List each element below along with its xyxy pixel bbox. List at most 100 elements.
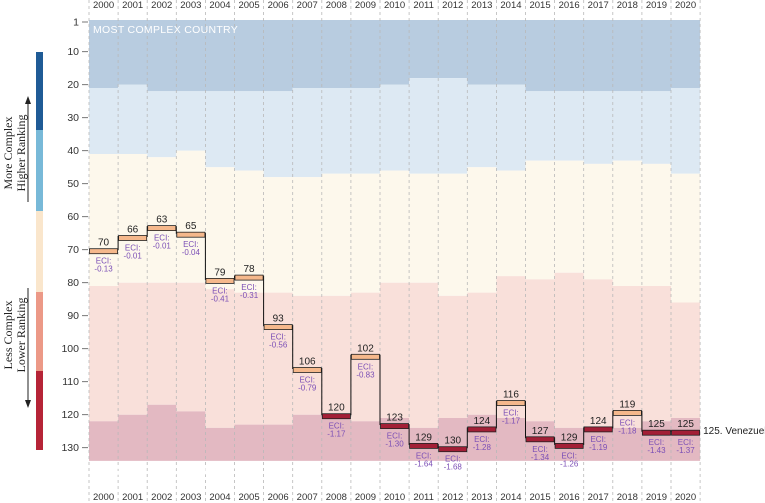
eci-value-label: -1.28 — [473, 443, 492, 452]
rank-value-label: 63 — [156, 215, 168, 226]
eci-prefix-label: ECI: — [416, 451, 432, 460]
rank-marker — [147, 225, 177, 232]
rank-marker — [292, 367, 322, 373]
x-tick-label-top: 2009 — [355, 0, 376, 11]
rank-marker — [583, 426, 613, 433]
x-tick-label-top: 2019 — [646, 0, 667, 11]
eci-value-label: -1.19 — [589, 443, 608, 452]
x-tick-label-bottom: 2005 — [238, 492, 259, 503]
rank-marker — [438, 446, 468, 453]
x-tick-label-bottom: 2020 — [675, 492, 696, 503]
x-tick-label-top: 2016 — [559, 0, 580, 11]
y-tick-label: 20 — [67, 79, 79, 91]
eci-value-label: -0.13 — [94, 265, 113, 274]
rank-marker — [263, 324, 293, 331]
x-tick-label-bottom: 2000 — [93, 492, 114, 503]
y-tick-label: 1 — [73, 17, 79, 29]
band-middle — [89, 150, 701, 303]
rank-value-label: 78 — [243, 264, 255, 275]
x-tick-label-top: 2020 — [675, 0, 696, 11]
most-complex-label: MOST COMPLEX COUNTRY — [93, 24, 238, 36]
x-tick-label-top: 2018 — [617, 0, 638, 11]
rank-marker — [205, 277, 235, 284]
eci-value-label: -0.83 — [356, 370, 375, 379]
x-tick-label-top: 2011 — [413, 0, 433, 11]
side-scale-segment — [36, 211, 43, 292]
rank-marker — [321, 413, 351, 420]
eci-prefix-label: ECI: — [532, 445, 548, 454]
eci-value-label: -0.41 — [211, 294, 230, 303]
x-tick-label-bottom: 2015 — [529, 492, 550, 503]
rank-marker — [380, 423, 410, 430]
eci-prefix-label: ECI: — [96, 257, 112, 266]
rank-value-label: 120 — [328, 403, 345, 414]
rank-value-label: 65 — [185, 221, 197, 232]
x-tick-label-bottom: 2013 — [471, 492, 492, 503]
x-tick-label-bottom: 2014 — [500, 492, 521, 503]
side-scale-segment — [36, 52, 43, 130]
rank-marker — [89, 248, 119, 255]
eci-value-label: -1.64 — [415, 459, 434, 468]
x-tick-label-top: 2002 — [151, 0, 172, 11]
eci-value-label: -0.01 — [124, 252, 143, 261]
rank-value-label: 66 — [127, 225, 139, 236]
eci-prefix-label: ECI: — [387, 432, 403, 441]
x-tick-label-bottom: 2004 — [209, 492, 230, 503]
x-tick-label-bottom: 2009 — [355, 492, 376, 503]
x-tick-label-top: 2008 — [326, 0, 347, 11]
eci-value-label: -1.37 — [676, 446, 695, 455]
x-tick-label-top: 2005 — [238, 0, 259, 11]
lower-ranking-label: Lower Ranking — [14, 298, 28, 373]
eci-value-label: -1.26 — [560, 459, 579, 468]
rank-value-label: 129 — [561, 432, 578, 443]
eci-value-label: -1.43 — [647, 446, 666, 455]
eci-prefix-label: ECI: — [620, 418, 636, 427]
rank-marker — [467, 426, 497, 433]
rank-value-label: 130 — [444, 436, 461, 447]
rank-marker — [409, 442, 439, 449]
rank-value-label: 70 — [98, 238, 110, 249]
band-high — [89, 78, 701, 178]
eci-prefix-label: ECI: — [212, 286, 228, 295]
side-labels: More Complex Higher Ranking Less Complex… — [1, 115, 28, 373]
side-arrow-down-head — [25, 400, 31, 408]
eci-prefix-label: ECI: — [270, 333, 286, 342]
rank-value-label: 79 — [214, 267, 226, 278]
x-tick-label-bottom: 2018 — [617, 492, 638, 503]
more-complex-label: More Complex — [1, 117, 15, 190]
eci-value-label: -1.17 — [327, 430, 346, 439]
x-tick-label-top: 2001 — [122, 0, 143, 11]
band-low — [89, 272, 701, 428]
side-scale-segment — [36, 292, 43, 371]
eci-prefix-label: ECI: — [154, 234, 170, 243]
eci-prefix-label: ECI: — [299, 376, 315, 385]
eci-value-label: -0.79 — [298, 384, 317, 393]
x-tick-label-top: 2014 — [500, 0, 521, 11]
x-tick-label-bottom: 2012 — [442, 492, 463, 503]
eci-value-label: -1.68 — [444, 463, 463, 472]
x-tick-label-bottom: 2001 — [122, 492, 143, 503]
x-tick-label-bottom: 2002 — [151, 492, 172, 503]
eci-prefix-label: ECI: — [474, 435, 490, 444]
eci-prefix-label: ECI: — [649, 438, 665, 447]
country-end-label: 125. Venezuela — [703, 426, 765, 437]
least-complex-label: LEAST COMPLEX COUNTRY — [93, 466, 241, 478]
side-color-scale — [25, 52, 43, 450]
eci-prefix-label: ECI: — [329, 422, 345, 431]
y-tick-label: 70 — [67, 244, 79, 256]
y-tick-label: 80 — [67, 277, 79, 289]
eci-value-label: -0.31 — [240, 291, 259, 300]
rank-value-label: 116 — [503, 390, 519, 401]
x-tick-label-bottom: 2008 — [326, 492, 347, 503]
band-least-complex — [89, 404, 701, 461]
eci-prefix-label: ECI: — [241, 283, 257, 292]
eci-prefix-label: ECI: — [445, 455, 461, 464]
band-labels: MOST COMPLEX COUNTRY LEAST COMPLEX COUNT… — [93, 24, 241, 478]
rank-marker — [525, 436, 555, 443]
x-tick-label-bottom: 2006 — [268, 492, 289, 503]
eci-value-label: -1.34 — [531, 453, 550, 462]
x-tick-label-bottom: 2016 — [559, 492, 580, 503]
rank-marker — [234, 274, 264, 281]
rank-marker — [554, 442, 584, 449]
x-axis-top: 2000 2001 2002 2003 2004 2005 2006 2007 2008 2009… — [93, 0, 696, 11]
